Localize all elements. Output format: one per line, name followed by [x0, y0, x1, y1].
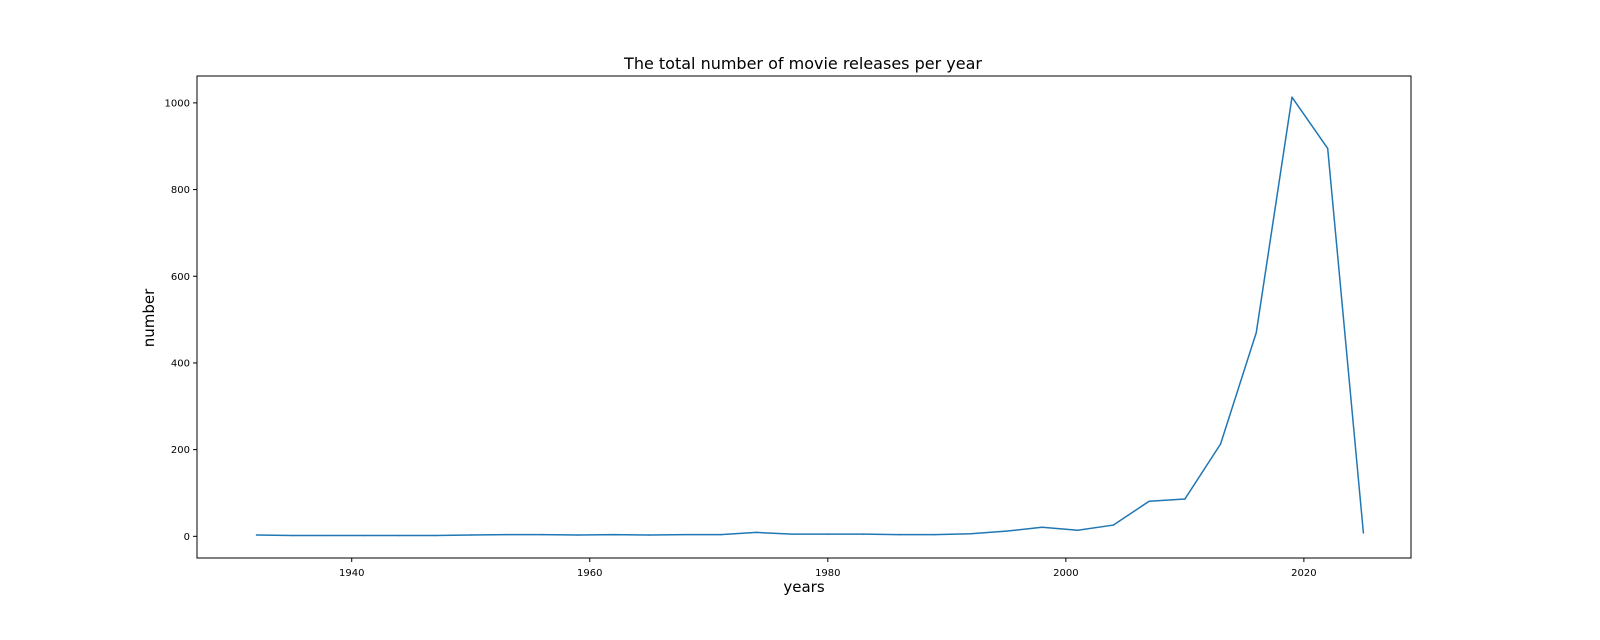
data-point	[1041, 526, 1043, 528]
data-point	[291, 534, 293, 537]
data-point	[1291, 96, 1293, 98]
data-point	[612, 533, 615, 536]
data-point	[1362, 532, 1365, 534]
y-tick-label: 1000	[165, 98, 190, 109]
data-point	[1112, 524, 1115, 526]
chart-title: The total number of movie releases per y…	[623, 54, 982, 73]
data-point	[1184, 498, 1186, 500]
plot-area	[197, 76, 1411, 558]
data-point	[719, 533, 722, 536]
data-point	[505, 533, 508, 536]
data-point	[684, 533, 686, 536]
y-tick-label: 400	[171, 358, 190, 369]
data-point	[969, 532, 972, 535]
data-point	[469, 534, 472, 536]
data-point	[255, 534, 258, 536]
data-point	[755, 531, 758, 534]
plot-frame	[196, 75, 1412, 559]
data-point	[541, 533, 543, 536]
data-point	[362, 534, 365, 537]
y-axis-label: number	[140, 288, 158, 347]
y-tick-label: 800	[171, 185, 190, 196]
axis-ticks: 1940 1960 1980 2000 2020 0 200 400 600 800 1000	[165, 98, 1317, 579]
data-point	[791, 533, 793, 535]
data-point	[1148, 500, 1150, 502]
x-tick-label: 2020	[1291, 568, 1316, 579]
data-point	[648, 534, 651, 536]
y-tick-label: 600	[171, 272, 190, 283]
data-point	[398, 534, 401, 537]
data-point	[1326, 147, 1329, 150]
data-point	[934, 533, 936, 536]
data-point	[1219, 443, 1222, 445]
data-point	[577, 534, 579, 536]
data-point	[898, 533, 900, 536]
data-point	[862, 533, 865, 535]
data-series	[255, 96, 1365, 537]
data-point	[1255, 331, 1258, 334]
x-tick-label: 1940	[339, 568, 364, 579]
data-point	[1005, 530, 1008, 532]
x-tick-label: 1960	[577, 568, 602, 579]
data-point	[827, 533, 829, 535]
data-point	[434, 534, 436, 537]
data-point	[1076, 529, 1079, 532]
y-tick-label: 200	[171, 445, 190, 456]
data-point	[327, 534, 329, 537]
series-line	[256, 96, 1365, 537]
x-tick-label: 1980	[815, 568, 840, 579]
x-tick-label: 2000	[1053, 568, 1078, 579]
y-tick-label: 0	[184, 532, 190, 543]
x-axis-label: years	[783, 578, 824, 596]
